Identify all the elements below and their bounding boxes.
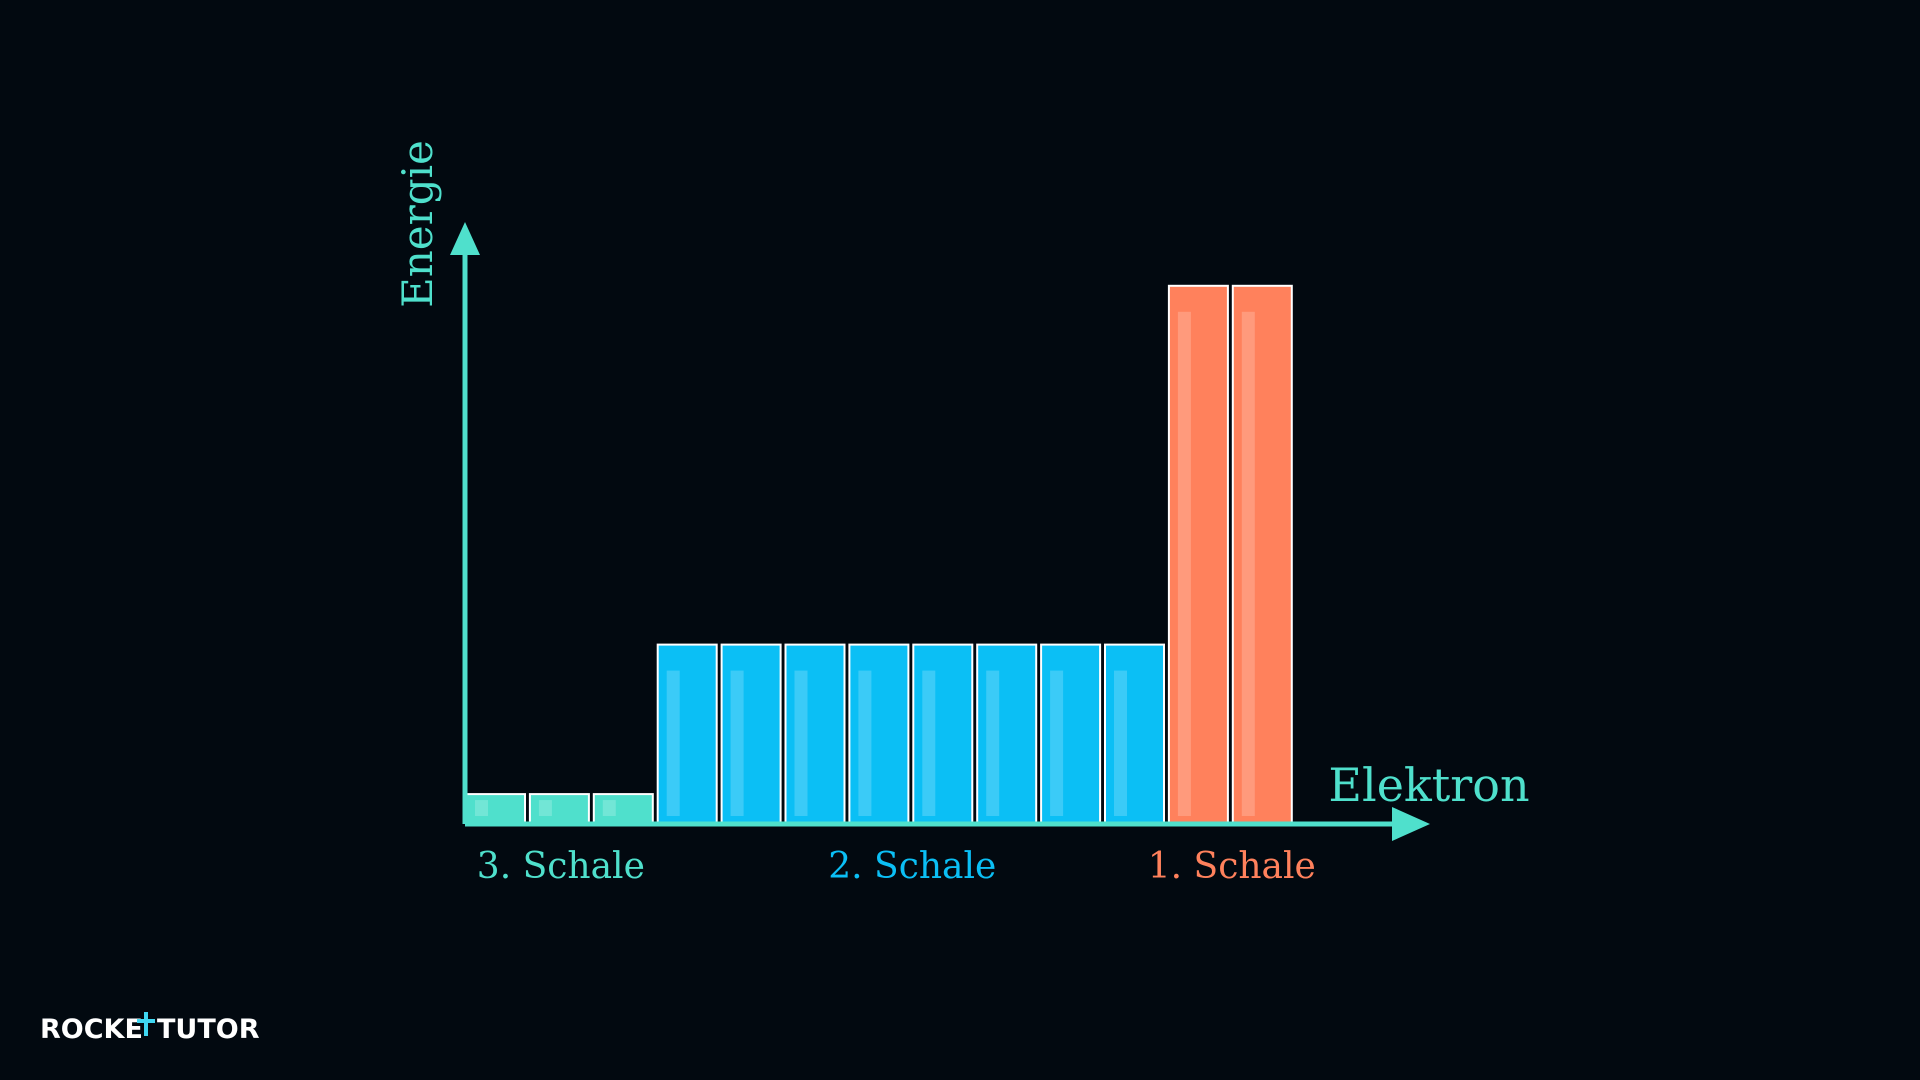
bar [592, 793, 654, 825]
bar [784, 643, 846, 825]
bar-highlight [1177, 311, 1191, 816]
logo-left: ROCKE [40, 1014, 143, 1045]
bar-highlight [538, 800, 552, 816]
group-label: 1. Schale [1148, 846, 1316, 887]
bar-highlight [1114, 670, 1127, 816]
bar [465, 793, 526, 825]
bar [848, 643, 910, 825]
bar [912, 643, 974, 825]
bar [720, 643, 782, 825]
bar-highlight [1241, 311, 1255, 816]
group-label: 3. Schale [477, 846, 645, 887]
logo-plus [137, 1012, 155, 1036]
bar-highlight [922, 670, 936, 816]
bar [1231, 284, 1293, 825]
bar-highlight [858, 670, 872, 816]
y-axis-label: Energie [393, 140, 442, 308]
bar-highlight [1050, 670, 1064, 816]
bar-highlight [602, 800, 616, 816]
bar-highlight [475, 800, 488, 816]
bar [1040, 643, 1102, 825]
group-label: 2. Schale [828, 846, 996, 887]
x-axis-arrow [1392, 807, 1430, 841]
x-axis-label: Elektron [1328, 758, 1529, 812]
logo-right: TUTOR [157, 1014, 260, 1045]
bar [1167, 284, 1229, 825]
bar-highlight [986, 670, 1000, 816]
bar [656, 643, 718, 825]
bar [976, 643, 1038, 825]
y-axis-arrow [450, 222, 480, 255]
bar-highlight [794, 670, 808, 816]
bar-highlight [666, 670, 680, 816]
bar [1104, 643, 1165, 825]
bar-highlight [730, 670, 744, 816]
bar [528, 793, 590, 825]
